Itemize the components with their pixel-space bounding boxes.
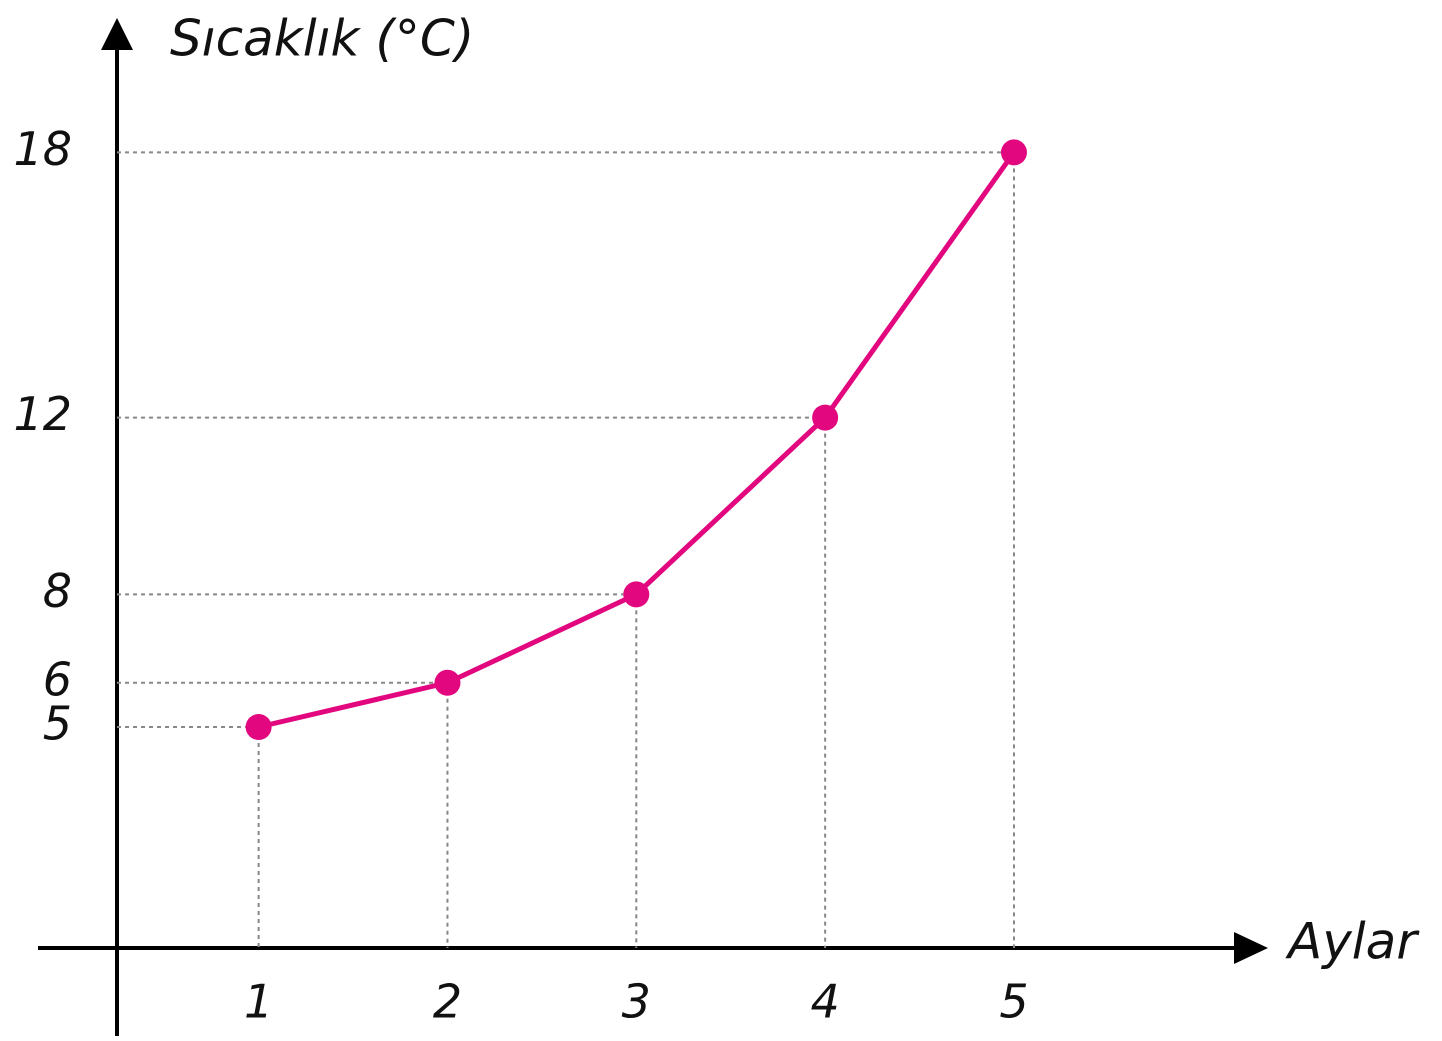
y-tick-label: 6 [43,652,72,706]
y-tick-label: 5 [43,697,72,751]
x-tick-label: 1 [244,975,273,1029]
point [1000,139,1027,166]
y-tick-label: 12 [13,387,72,441]
x-tick-label: 5 [999,975,1028,1029]
x-tick-label: 2 [433,975,462,1029]
point [245,714,272,740]
x-axis-label: Aylar [1285,913,1420,971]
line [258,150,1016,730]
x-tick-label: 3 [622,975,651,1029]
point [434,669,461,696]
x-axis-arrow [1234,932,1268,964]
point [812,404,839,431]
y-tick-label: 8 [43,564,72,618]
y-tick-label: 18 [13,122,72,176]
y-axis-label: Sıcaklık (°C) [170,10,474,68]
x-tick-label: 4 [810,975,839,1029]
point [623,581,650,608]
y-axis-arrow [101,18,133,50]
